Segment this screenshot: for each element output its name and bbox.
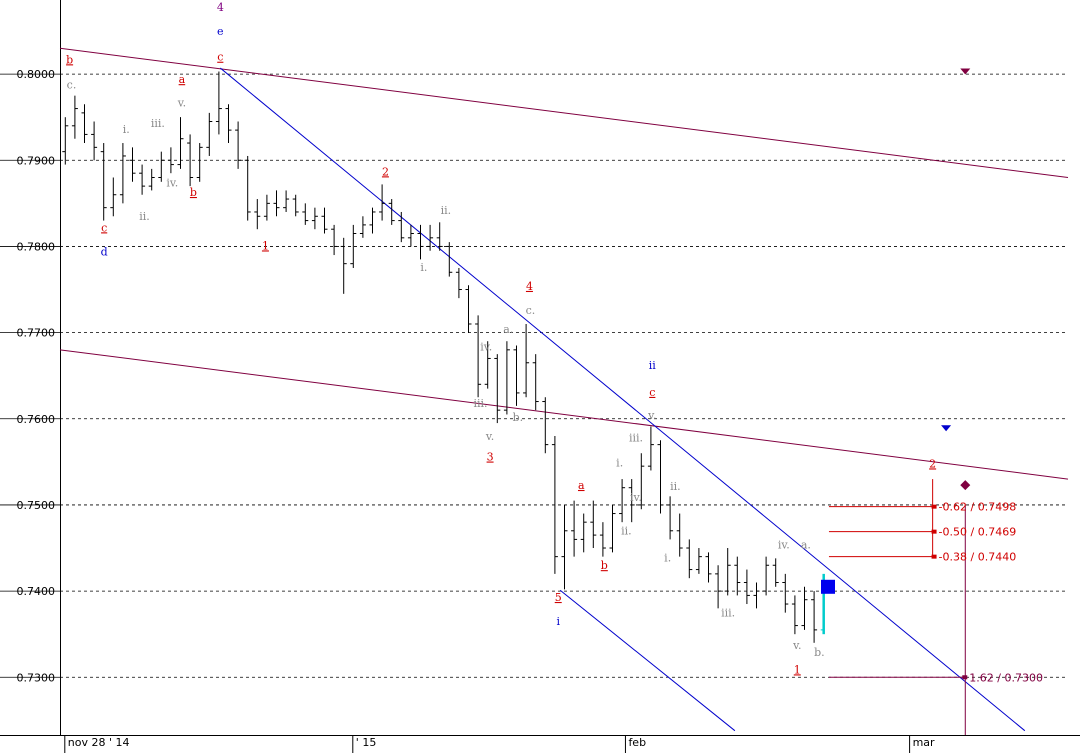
- wave-label: iv.: [166, 177, 178, 190]
- wave-label: iii.: [473, 397, 487, 410]
- y-tick-label: 0.7600: [17, 413, 56, 426]
- wave-label: 4: [526, 280, 533, 293]
- x-tick-label: ' 15: [356, 736, 377, 749]
- trend-line: [220, 67, 1026, 732]
- fib-handle: [931, 529, 937, 534]
- marker: [960, 68, 971, 75]
- wave-label: iv.: [480, 340, 492, 353]
- y-tick-label: 0.7700: [17, 327, 56, 340]
- x-tick-label: feb: [628, 736, 646, 749]
- wave-label: 3: [487, 451, 494, 464]
- trend-line: [59, 47, 1069, 178]
- wave-label: i.: [123, 123, 130, 136]
- wave-label: b: [66, 53, 73, 66]
- wave-label: ii.: [139, 210, 150, 223]
- wave-label: b: [190, 186, 197, 199]
- wave-label: 2: [929, 457, 936, 470]
- wave-label: iii.: [151, 117, 165, 130]
- y-tick-label: 0.8000: [17, 68, 56, 81]
- wave-label: iv.: [630, 491, 642, 504]
- wave-label: b.: [814, 646, 825, 659]
- wave-label: 2: [382, 165, 389, 178]
- y-tick-label: 0.7800: [17, 240, 56, 253]
- wave-label: a: [578, 479, 585, 492]
- wave-label: c.: [526, 304, 536, 317]
- wave-label: i.: [664, 551, 671, 564]
- wave-label: b.: [513, 411, 524, 424]
- wave-label: a: [179, 73, 186, 86]
- wave-label: i.: [616, 457, 623, 470]
- wave-label: v.: [792, 639, 801, 652]
- fib-label: 1.62 / 0.7300: [969, 671, 1043, 684]
- wave-label: ii: [649, 359, 657, 372]
- marker: [821, 579, 835, 594]
- y-tick-label: 0.7300: [17, 671, 56, 684]
- x-tick-label: mar: [913, 736, 935, 749]
- wave-label: v.: [177, 96, 186, 109]
- wave-label: v.: [647, 409, 656, 422]
- y-tick-label: 0.7500: [17, 499, 56, 512]
- trend-line: [59, 349, 1069, 480]
- wave-label: c: [217, 51, 223, 64]
- wave-label: c.: [67, 78, 77, 91]
- marker: [941, 425, 952, 432]
- fib-label: -0.62 / 0.7498: [939, 501, 1017, 514]
- marker: [960, 480, 971, 491]
- wave-label: 4: [217, 1, 224, 14]
- wave-label: 5: [555, 591, 562, 604]
- wave-label: ii.: [441, 204, 452, 217]
- fib-handle: [962, 675, 968, 680]
- wave-label: 1: [262, 239, 269, 252]
- x-tick-label: nov 28 ' 14: [68, 736, 130, 749]
- wave-label: b: [601, 559, 608, 572]
- fib-label: -0.50 / 0.7469: [939, 526, 1017, 539]
- wave-label: e: [217, 25, 224, 38]
- wave-label: c: [649, 386, 655, 399]
- wave-label: i: [556, 615, 560, 628]
- wave-label: a.: [801, 538, 811, 551]
- wave-label: v.: [485, 430, 494, 443]
- wave-label: i.: [420, 261, 427, 274]
- wave-label: ii.: [621, 525, 632, 538]
- y-tick-label: 0.7400: [17, 585, 56, 598]
- wave-label: ii.: [670, 480, 681, 493]
- wave-label: 1: [794, 663, 801, 676]
- wave-label: iii.: [721, 607, 735, 620]
- fib-label: -0.38 / 0.7440: [939, 551, 1017, 564]
- wave-label: iv.: [778, 538, 790, 551]
- wave-label: d: [101, 245, 108, 258]
- wave-label: a.: [503, 323, 513, 336]
- fib-handle: [931, 554, 937, 559]
- wave-label: c: [101, 221, 107, 234]
- trend-line: [559, 589, 736, 732]
- fib-handle: [931, 504, 937, 509]
- wave-label: iii.: [629, 432, 643, 445]
- y-tick-label: 0.7900: [17, 154, 56, 167]
